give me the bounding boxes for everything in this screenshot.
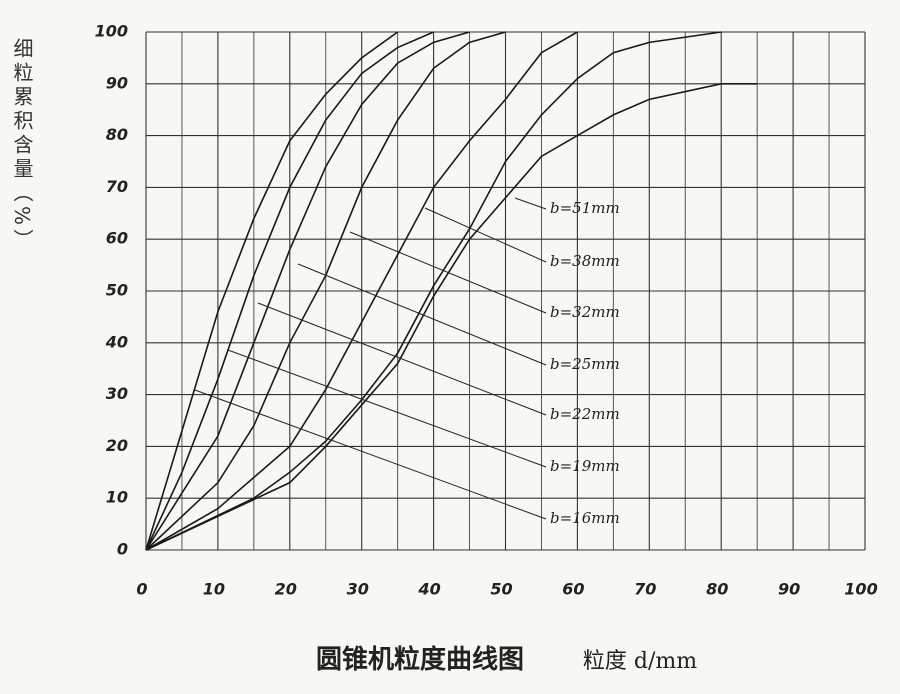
legend-label: b=25mm bbox=[550, 355, 620, 373]
chart-title: 圆锥机粒度曲线图 bbox=[316, 644, 524, 675]
y-tick-label: 50 bbox=[106, 281, 128, 300]
x-tick-label: 0 bbox=[136, 580, 147, 599]
series-line bbox=[145, 83, 758, 551]
y-tick-label: 60 bbox=[106, 229, 128, 248]
y-tick-label: 0 bbox=[117, 540, 128, 559]
x-tick-label: 80 bbox=[706, 580, 728, 599]
x-tick-label: 30 bbox=[347, 580, 369, 599]
y-tick-label: 20 bbox=[106, 436, 128, 455]
leader-line bbox=[194, 389, 547, 520]
series-line bbox=[145, 31, 470, 551]
legend-label: b=16mm bbox=[550, 509, 620, 527]
x-tick-label: 20 bbox=[275, 580, 297, 599]
x-tick-label: 60 bbox=[562, 580, 584, 599]
series-line bbox=[145, 31, 578, 551]
legend-label: b=22mm bbox=[550, 405, 620, 423]
x-tick-label: 100 bbox=[844, 580, 877, 599]
legend-label: b=38mm bbox=[550, 252, 620, 270]
x-tick-label: 70 bbox=[634, 580, 656, 599]
legend-label: b=32mm bbox=[550, 303, 620, 321]
legend-label: b=51mm bbox=[550, 199, 620, 217]
y-tick-label: 90 bbox=[106, 73, 128, 92]
y-tick-label: 40 bbox=[105, 332, 128, 351]
series-line bbox=[145, 31, 722, 551]
y-tick-label: 80 bbox=[106, 125, 128, 144]
x-axis-label: 粒度 d/mm bbox=[583, 649, 697, 674]
y-tick-label: 30 bbox=[106, 384, 128, 403]
series-line bbox=[145, 31, 399, 551]
x-tick-label: 10 bbox=[203, 580, 225, 599]
series-line bbox=[145, 31, 434, 551]
leader-line bbox=[514, 197, 547, 210]
y-axis-label: 细粒累积含量（%） bbox=[10, 38, 34, 253]
x-tick-label: 40 bbox=[417, 580, 440, 599]
leader-line bbox=[297, 263, 547, 366]
y-tick-label: 100 bbox=[95, 22, 128, 41]
y-tick-label: 10 bbox=[106, 488, 128, 507]
y-tick-label: 70 bbox=[106, 177, 128, 196]
leader-line bbox=[349, 231, 547, 314]
x-tick-label: 50 bbox=[490, 580, 512, 599]
series-line bbox=[145, 31, 506, 551]
leader-line bbox=[257, 302, 547, 416]
leader-line bbox=[227, 349, 547, 468]
leader-line bbox=[424, 207, 547, 263]
x-tick-label: 90 bbox=[778, 580, 800, 599]
legend-label: b=19mm bbox=[550, 457, 620, 475]
